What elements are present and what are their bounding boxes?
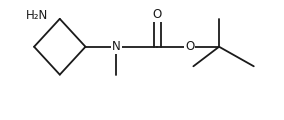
Text: H₂N: H₂N bbox=[26, 9, 48, 22]
Text: O: O bbox=[153, 8, 162, 21]
Text: N: N bbox=[112, 40, 121, 53]
Text: O: O bbox=[185, 40, 194, 53]
